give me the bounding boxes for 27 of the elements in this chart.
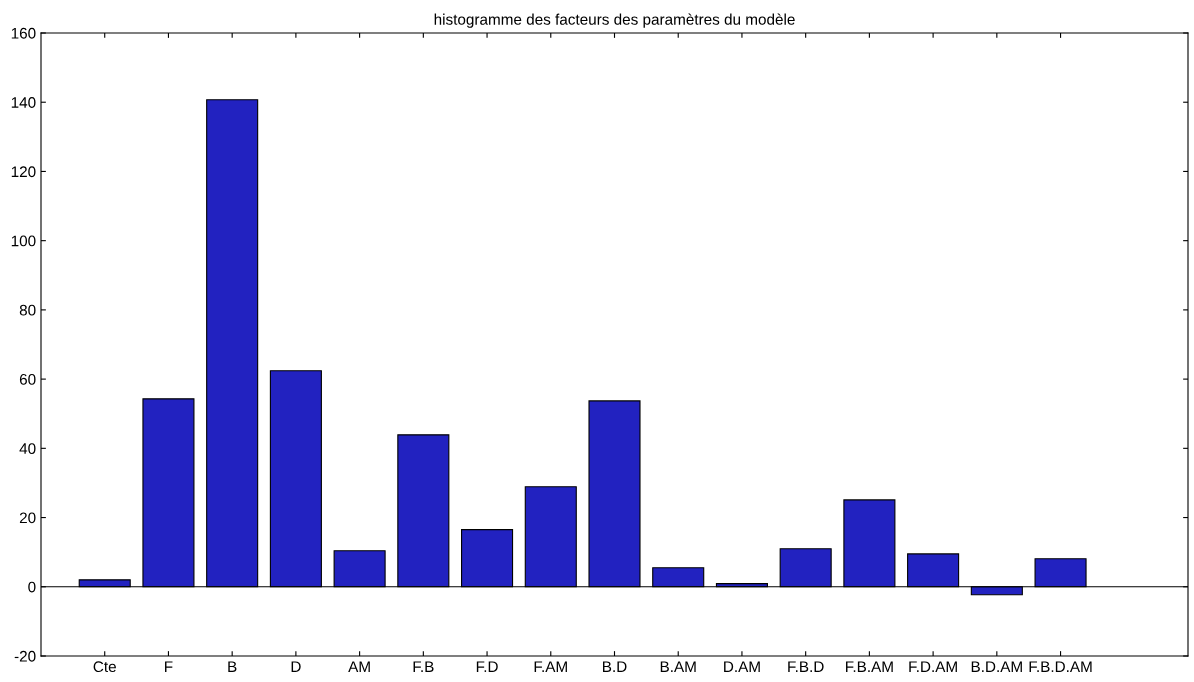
- x-tick-label: F.B.D.AM: [1029, 661, 1092, 672]
- y-tick-label: -20: [14, 650, 36, 662]
- x-tick-label: D.AM: [724, 661, 760, 672]
- x-tick-label: F.D: [476, 661, 498, 672]
- x-tick-label: B: [228, 661, 237, 672]
- x-tick-label: B.D: [603, 661, 627, 672]
- x-tick-label: D: [291, 661, 301, 672]
- chart-title: histogramme des facteurs des paramètres du modèle: [434, 13, 795, 28]
- y-tick-label: 140: [11, 97, 36, 108]
- x-tick-label: AM: [348, 661, 370, 672]
- x-tick-label: F.D.AM: [909, 661, 957, 672]
- x-tick-label: Cte: [93, 661, 116, 673]
- x-tick-label: F.B.D: [788, 661, 824, 672]
- y-tick-label: 60: [19, 373, 36, 385]
- x-tick-label: F.B: [413, 661, 434, 672]
- y-tick-label: 120: [11, 166, 36, 178]
- x-tick-label: B.AM: [660, 661, 696, 672]
- y-tick-label: 160: [11, 27, 36, 39]
- x-tick-label: F.AM: [534, 661, 567, 672]
- y-tick-label: 40: [19, 443, 36, 455]
- y-tick-label: 0: [28, 581, 36, 593]
- x-tick-label: B.D.AM: [971, 661, 1022, 672]
- y-tick-label: 20: [19, 512, 36, 524]
- x-tick-label: F.B.AM: [846, 661, 893, 672]
- y-tick-label: 80: [19, 304, 36, 316]
- y-tick-label: 100: [11, 235, 36, 247]
- x-tick-label: F: [165, 661, 173, 672]
